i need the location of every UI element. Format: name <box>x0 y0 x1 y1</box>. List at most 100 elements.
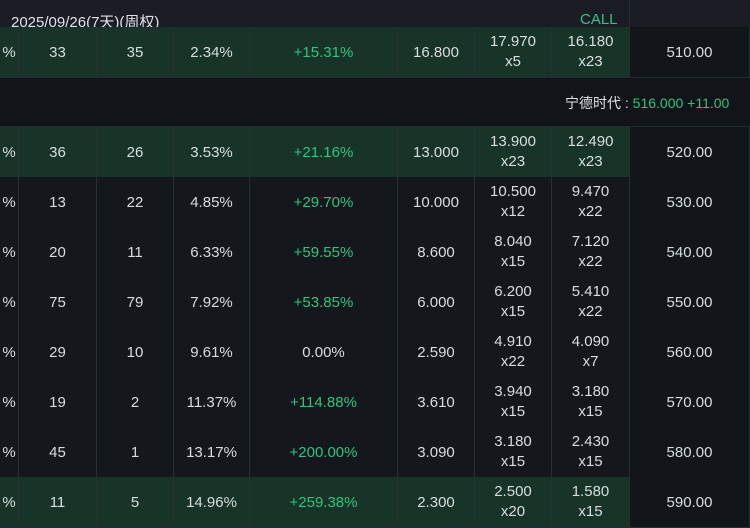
iv-cell: 6.33% <box>174 227 250 277</box>
option-row[interactable]: % 36 26 3.53% +21.16% 13.000 13.900 x23 12.490 x2… <box>0 127 750 178</box>
option-row[interactable]: % 13 22 4.85% +29.70% 10.000 10.500 x12 9.470 x22… <box>0 177 750 228</box>
bid-cell[interactable]: 16.180 x23 <box>552 27 630 77</box>
iv-cell: 13.17% <box>174 427 250 477</box>
option-row[interactable]: % 11 5 14.96% +259.38% 2.300 2.500 x20 1.580 x15 5… <box>0 477 750 528</box>
bid-cell[interactable]: 12.490 x23 <box>552 127 630 177</box>
ask-qty: x15 <box>500 403 526 420</box>
bid-cell[interactable]: 3.180 x15 <box>552 377 630 427</box>
bid-volume-cell: 33 <box>19 27 97 77</box>
bid-volume-cell: 19 <box>19 377 97 427</box>
iv-cell: 2.34% <box>174 27 250 77</box>
strike-price-cell[interactable]: 520.00 <box>630 127 750 177</box>
pct-cell: % <box>0 227 19 277</box>
strike-price-cell[interactable]: 510.00 <box>630 27 750 77</box>
change-pct-cell: +59.55% <box>250 227 398 277</box>
change-pct-cell: +53.85% <box>250 277 398 327</box>
bid-volume-cell: 45 <box>19 427 97 477</box>
option-row[interactable]: % 20 11 6.33% +59.55% 8.600 8.040 x15 7.120 x22 54… <box>0 227 750 278</box>
iv-cell: 11.37% <box>174 377 250 427</box>
iv-cell: 4.85% <box>174 177 250 227</box>
bid-cell[interactable]: 4.090 x7 <box>552 327 630 377</box>
bid-cell[interactable]: 9.470 x22 <box>552 177 630 227</box>
last-price-cell: 2.590 <box>398 327 475 377</box>
option-row[interactable]: % 33 35 2.34% +15.31% 16.800 17.970 x5 16.180 x23… <box>0 27 750 78</box>
pct-cell: % <box>0 327 19 377</box>
ask-volume-cell: 35 <box>97 27 174 77</box>
call-label: CALL <box>580 11 618 28</box>
expiry-date[interactable]: 2025/09/26(7天)(周权) <box>11 14 160 31</box>
ask-cell[interactable]: 3.180 x15 <box>475 427 552 477</box>
bid-qty: x23 <box>578 53 603 70</box>
bid-price: 9.470 <box>571 183 610 200</box>
ask-volume-cell: 5 <box>97 477 174 527</box>
option-row[interactable]: % 19 2 11.37% +114.88% 3.610 3.940 x15 3.180 x15 5… <box>0 377 750 428</box>
ask-qty: x12 <box>500 203 526 220</box>
ask-price: 8.040 <box>494 233 532 250</box>
change-pct-cell: 0.00% <box>250 327 398 377</box>
change-pct-cell: +29.70% <box>250 177 398 227</box>
ask-cell[interactable]: 13.900 x23 <box>475 127 552 177</box>
ask-qty: x15 <box>500 453 526 470</box>
pct-cell: % <box>0 477 19 527</box>
bid-cell[interactable]: 7.120 x22 <box>552 227 630 277</box>
ask-price: 3.940 <box>494 383 532 400</box>
ask-cell[interactable]: 17.970 x5 <box>475 27 552 77</box>
strike-price-cell[interactable]: 530.00 <box>630 177 750 227</box>
last-price-cell: 8.600 <box>398 227 475 277</box>
pct-cell: % <box>0 427 19 477</box>
ask-qty: x23 <box>500 153 526 170</box>
ask-price: 10.500 <box>490 183 536 200</box>
last-price-cell: 3.610 <box>398 377 475 427</box>
ask-cell[interactable]: 6.200 x15 <box>475 277 552 327</box>
underlying-name: 宁德时代 : <box>565 95 629 111</box>
strike-price-cell[interactable]: 540.00 <box>630 227 750 277</box>
last-price-cell: 10.000 <box>398 177 475 227</box>
ask-volume-cell: 2 <box>97 377 174 427</box>
last-price-cell: 2.300 <box>398 477 475 527</box>
strike-price-cell[interactable]: 570.00 <box>630 377 750 427</box>
bid-cell[interactable]: 2.430 x15 <box>552 427 630 477</box>
strike-price-cell[interactable]: 560.00 <box>630 327 750 377</box>
spot-price-row: 宁德时代 : 516.000 +11.00 <box>0 77 750 127</box>
ask-price: 4.910 <box>494 333 532 350</box>
bid-qty: x15 <box>578 503 603 520</box>
change-pct-cell: +114.88% <box>250 377 398 427</box>
option-row[interactable]: % 75 79 7.92% +53.85% 6.000 6.200 x15 5.410 x22 55… <box>0 277 750 328</box>
iv-cell: 3.53% <box>174 127 250 177</box>
header-divider <box>629 0 630 40</box>
bid-qty: x22 <box>578 203 603 220</box>
ask-qty: x20 <box>500 503 526 520</box>
bid-qty: x15 <box>578 453 603 470</box>
ask-price: 17.970 <box>490 33 536 50</box>
bid-qty: x22 <box>578 303 603 320</box>
ask-price: 2.500 <box>494 483 532 500</box>
ask-cell[interactable]: 2.500 x20 <box>475 477 552 527</box>
pct-cell: % <box>0 277 19 327</box>
option-row[interactable]: % 45 1 13.17% +200.00% 3.090 3.180 x15 2.430 x15 5… <box>0 427 750 478</box>
bid-cell[interactable]: 5.410 x22 <box>552 277 630 327</box>
strike-price-cell[interactable]: 590.00 <box>630 477 750 527</box>
ask-cell[interactable]: 8.040 x15 <box>475 227 552 277</box>
bid-qty: x7 <box>582 353 599 370</box>
ask-cell[interactable]: 10.500 x12 <box>475 177 552 227</box>
ask-cell[interactable]: 3.940 x15 <box>475 377 552 427</box>
ask-volume-cell: 26 <box>97 127 174 177</box>
bid-qty: x15 <box>578 403 603 420</box>
pct-cell: % <box>0 27 19 77</box>
bid-cell[interactable]: 1.580 x15 <box>552 477 630 527</box>
ask-volume-cell: 10 <box>97 327 174 377</box>
ask-cell[interactable]: 4.910 x22 <box>475 327 552 377</box>
ask-volume-cell: 11 <box>97 227 174 277</box>
strike-price-cell[interactable]: 580.00 <box>630 427 750 477</box>
bid-qty: x23 <box>578 153 603 170</box>
ask-qty: x5 <box>505 53 521 70</box>
bid-price: 1.580 <box>571 483 610 500</box>
ask-volume-cell: 1 <box>97 427 174 477</box>
ask-price: 3.180 <box>494 433 532 450</box>
bid-volume-cell: 29 <box>19 327 97 377</box>
option-row[interactable]: % 29 10 9.61% 0.00% 2.590 4.910 x22 4.090 x7 560.0… <box>0 327 750 378</box>
strike-price-cell[interactable]: 550.00 <box>630 277 750 327</box>
change-pct-cell: +15.31% <box>250 27 398 77</box>
bid-price: 2.430 <box>571 433 610 450</box>
underlying-change: +11.00 <box>687 95 730 111</box>
